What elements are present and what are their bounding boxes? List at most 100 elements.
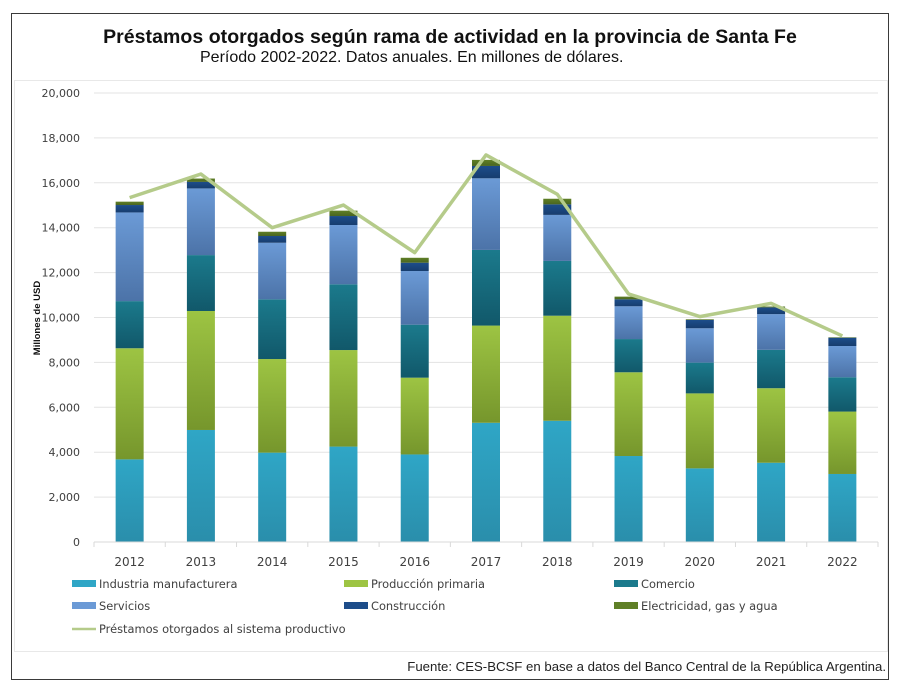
legend-item: Industria manufacturera xyxy=(72,577,237,591)
x-tick-label: 2014 xyxy=(257,555,288,569)
bar-segment xyxy=(472,178,500,250)
bar-segment xyxy=(186,178,215,182)
x-tick-label: 2017 xyxy=(471,555,502,569)
y-tick-label: 12,000 xyxy=(42,267,81,280)
bar-stack-2016 xyxy=(400,257,429,542)
bar-segment xyxy=(828,473,857,542)
bar-segment xyxy=(543,214,572,261)
bar-segment xyxy=(115,212,144,302)
y-tick-label: 14,000 xyxy=(42,222,81,235)
bar-segment xyxy=(614,372,643,457)
chart-title: Préstamos otorgados según rama de activi… xyxy=(103,26,797,48)
legend-swatch xyxy=(614,580,638,587)
bar-segment xyxy=(186,255,215,311)
bar-segment xyxy=(186,429,215,542)
bar-segment xyxy=(472,165,500,179)
bar-segment xyxy=(543,198,572,205)
y-tick-label: 8,000 xyxy=(49,356,81,369)
bar-segment xyxy=(757,388,786,463)
y-tick-label: 0 xyxy=(73,536,80,549)
legend-item: Producción primaria xyxy=(344,577,485,591)
x-tick-label: 2022 xyxy=(827,555,858,569)
bar-segment xyxy=(329,350,358,447)
bar-segment xyxy=(614,296,643,300)
legend-item: Servicios xyxy=(72,599,150,613)
legend-label: Comercio xyxy=(641,577,695,591)
bar-segment xyxy=(685,362,714,394)
legend-item: Construcción xyxy=(344,599,445,613)
bar-segment xyxy=(115,205,144,213)
bar-stack-2020 xyxy=(685,319,714,542)
y-tick-label: 20,000 xyxy=(42,87,81,100)
bar-segment xyxy=(472,325,500,423)
bar-segment xyxy=(329,446,358,542)
bar-segment xyxy=(258,359,287,453)
x-tick-label: 2016 xyxy=(399,555,430,569)
legend-swatch xyxy=(344,580,368,587)
legend-swatch xyxy=(344,602,368,609)
bar-segment xyxy=(543,420,572,542)
bar-segment xyxy=(757,307,786,315)
legend-label: Producción primaria xyxy=(371,577,485,591)
bar-segment xyxy=(685,328,714,363)
bar-segment xyxy=(757,314,786,350)
bar-segment xyxy=(472,249,500,326)
bar-segment xyxy=(115,201,144,206)
legend-label: Servicios xyxy=(99,599,150,613)
bar-stack-2022 xyxy=(828,337,857,542)
y-tick-label: 6,000 xyxy=(49,401,81,414)
bar-segment xyxy=(115,459,144,542)
bar-stack-2019 xyxy=(614,296,643,542)
bar-segment xyxy=(258,452,287,542)
bar-stack-2012 xyxy=(115,201,144,542)
bar-segment xyxy=(614,299,643,307)
bar-segment xyxy=(757,349,786,389)
bar-segment xyxy=(472,159,500,166)
x-axis: 2012 2013 2014 2015 2016 2017 2018 2019 2020 2021… xyxy=(93,541,879,569)
chart-area-border xyxy=(14,80,888,652)
bar-segment xyxy=(115,301,144,349)
bar-segment xyxy=(258,242,287,300)
y-tick-label: 2,000 xyxy=(49,491,81,504)
chart-subtitle: Período 2002-2022. Datos anuales. En mil… xyxy=(200,49,624,66)
bar-segment xyxy=(400,324,429,378)
bar-stack-2014 xyxy=(258,231,287,542)
bar-segment xyxy=(258,231,287,237)
legend-swatch xyxy=(72,580,96,587)
bar-segment xyxy=(329,225,358,285)
legend-swatch xyxy=(614,602,638,609)
x-tick-label: 2013 xyxy=(186,555,217,569)
y-axis-ticks: 0 2,000 4,000 6,000 8,000 10,000 12,000 14,000 1… xyxy=(42,87,81,549)
y-tick-label: 4,000 xyxy=(49,446,81,459)
bar-segment xyxy=(828,411,857,474)
bar-segment xyxy=(400,271,429,325)
bar-segment xyxy=(400,454,429,542)
legend-label: Construcción xyxy=(371,599,445,613)
legend-swatch xyxy=(72,602,96,609)
bar-segment xyxy=(828,377,857,412)
y-tick-label: 16,000 xyxy=(42,177,81,190)
bar-segment xyxy=(186,310,215,430)
legend: Industria manufacturera Producción primar… xyxy=(72,577,778,636)
bar-segment xyxy=(400,377,429,455)
bar-segment xyxy=(543,315,572,421)
legend-label: Industria manufacturera xyxy=(99,577,237,591)
y-tick-label: 18,000 xyxy=(42,132,81,145)
bar-segment xyxy=(543,260,572,316)
bar-segment xyxy=(329,216,358,226)
bar-segment xyxy=(258,299,287,360)
bar-segment xyxy=(757,306,786,308)
bar-segment xyxy=(614,306,643,340)
bar-stack-2021 xyxy=(757,306,786,542)
x-tick-label: 2012 xyxy=(114,555,145,569)
legend-label: Préstamos otorgados al sistema productiv… xyxy=(99,622,346,636)
bar-stack-2017 xyxy=(472,159,500,542)
bar-segment xyxy=(828,337,857,347)
bar-segment xyxy=(186,188,215,256)
bar-segment xyxy=(685,393,714,469)
bar-segment xyxy=(400,257,429,263)
bar-segment xyxy=(472,422,500,542)
bar-stack-2018 xyxy=(543,198,572,542)
legend-item: Préstamos otorgados al sistema productiv… xyxy=(72,622,346,636)
